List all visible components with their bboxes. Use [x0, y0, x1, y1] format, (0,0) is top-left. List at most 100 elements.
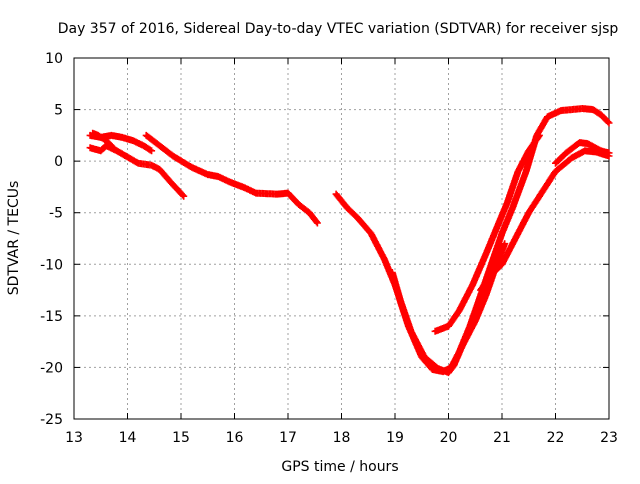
- data-point: [431, 368, 434, 371]
- y-tick-label: -25: [40, 412, 63, 428]
- data-point: [479, 294, 482, 297]
- data-point: [447, 325, 450, 327]
- data-point: [511, 206, 514, 209]
- data-point: [150, 150, 153, 152]
- data-point: [99, 150, 102, 152]
- data-point: [437, 367, 439, 370]
- data-point: [490, 273, 493, 276]
- data-point: [485, 253, 487, 255]
- x-tick-label: 20: [440, 430, 458, 446]
- data-point: [608, 152, 610, 154]
- series-arc-5: [332, 105, 613, 376]
- data-point: [158, 144, 161, 147]
- data-point: [316, 222, 319, 224]
- data-point: [447, 371, 450, 374]
- data-point: [474, 320, 477, 322]
- data-point: [506, 201, 509, 204]
- y-tick-label: -15: [40, 309, 63, 325]
- x-tick-label: 18: [333, 430, 351, 446]
- data-point: [527, 150, 530, 152]
- series-markers: [86, 142, 188, 200]
- y-tick-label: -10: [40, 257, 63, 273]
- x-tick-label: 16: [226, 430, 244, 446]
- x-tick-label: 19: [386, 430, 404, 446]
- data-point: [527, 211, 530, 214]
- data-point: [584, 150, 586, 152]
- data-point: [503, 242, 506, 245]
- data-point: [485, 294, 487, 297]
- chart-title: Day 357 of 2016, Sidereal Day-to-day VTE…: [58, 21, 619, 37]
- data-point: [137, 162, 139, 165]
- x-tick-label: 13: [65, 430, 83, 446]
- grid-lines: [74, 58, 609, 419]
- data-marks: [86, 105, 613, 377]
- data-point: [383, 258, 386, 260]
- data-point: [142, 144, 145, 147]
- y-tick-label: -5: [49, 206, 63, 222]
- data-point: [121, 136, 123, 139]
- data-point: [158, 168, 161, 171]
- data-point: [276, 193, 279, 195]
- data-point: [399, 299, 402, 302]
- data-point: [308, 211, 311, 214]
- data-point: [172, 155, 174, 157]
- series-arc-4: [142, 131, 321, 227]
- data-point: [423, 356, 426, 358]
- x-tick-label: 21: [493, 430, 511, 446]
- y-axis-label: SDTVAR / TECUs: [6, 181, 22, 296]
- series-arc-8: [477, 147, 613, 294]
- x-tick-label: 22: [547, 430, 565, 446]
- data-point: [560, 109, 562, 112]
- y-tick-label: 5: [54, 103, 63, 119]
- data-point: [554, 162, 557, 165]
- y-tick-label: 0: [54, 154, 63, 170]
- data-point: [461, 346, 463, 348]
- axis-ticks: 13 14 15 16 17 18 19 20 21 22 23 -25 -20 -15 -10 -5 0 5 10: [40, 51, 618, 446]
- data-point: [495, 227, 498, 229]
- data-point: [541, 191, 543, 193]
- data-point: [228, 180, 230, 183]
- data-point: [169, 180, 172, 183]
- x-tick-label: 23: [600, 430, 618, 446]
- data-point: [592, 108, 594, 111]
- data-point: [565, 152, 567, 154]
- data-point: [370, 232, 372, 235]
- y-tick-label: -20: [40, 360, 63, 376]
- data-point: [453, 364, 455, 367]
- data-point: [110, 134, 113, 137]
- data-point: [89, 134, 91, 137]
- x-tick-label: 17: [279, 430, 297, 446]
- data-point: [490, 263, 493, 266]
- data-point: [126, 156, 129, 158]
- data-point: [244, 187, 246, 189]
- series-markers: [332, 105, 613, 376]
- data-point: [501, 232, 503, 235]
- data-point: [570, 157, 573, 159]
- data-point: [600, 150, 602, 152]
- data-point: [297, 203, 300, 206]
- data-point: [391, 271, 394, 274]
- data-point: [517, 170, 519, 173]
- data-point: [116, 150, 118, 152]
- series-arc-2: [86, 142, 188, 200]
- x-tick-label: 14: [119, 430, 137, 446]
- data-point: [554, 170, 557, 173]
- data-point: [600, 113, 602, 116]
- data-point: [581, 107, 584, 110]
- data-point: [546, 115, 549, 118]
- data-point: [150, 164, 153, 167]
- data-point: [182, 195, 185, 198]
- data-point: [91, 132, 94, 135]
- series-arc-7: [431, 131, 543, 335]
- y-tick-label: 10: [45, 51, 63, 67]
- data-point: [335, 193, 337, 195]
- data-point: [538, 134, 541, 137]
- data-point: [105, 144, 107, 147]
- data-point: [458, 309, 461, 312]
- data-point: [145, 134, 148, 137]
- data-point: [287, 192, 289, 194]
- data-point: [356, 217, 359, 219]
- data-point: [514, 237, 517, 240]
